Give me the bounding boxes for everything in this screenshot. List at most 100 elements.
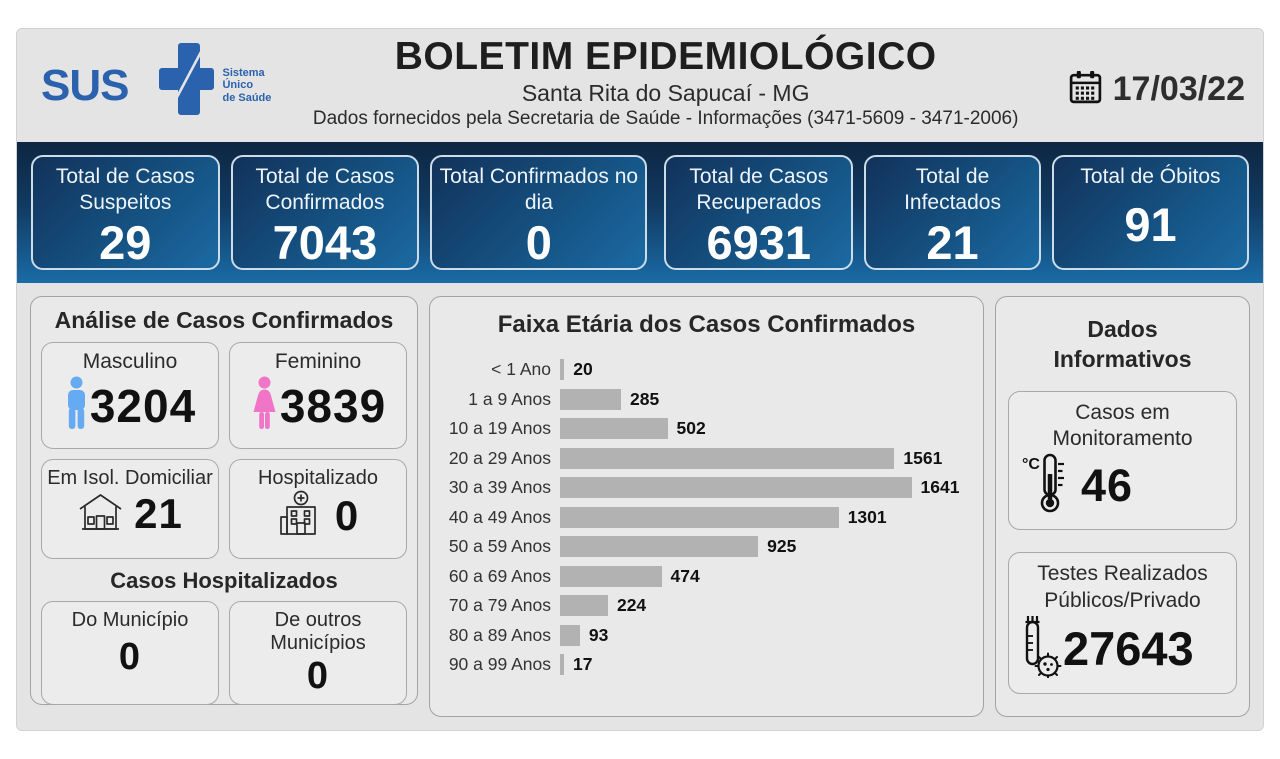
house-icon <box>77 492 124 537</box>
female-value: 3839 <box>279 379 387 432</box>
chart-row-value: 285 <box>630 388 660 409</box>
hospitalized-card: Hospitalizado <box>229 459 407 559</box>
chart-track: 1301 <box>560 506 967 528</box>
monitoring-card: Casos em Monitoramento °C <box>1008 390 1237 531</box>
stat-value: 91 <box>1124 198 1177 252</box>
chart-row: 40 a 49 Anos 1301 <box>446 503 967 533</box>
chart-bar <box>560 388 622 410</box>
stats-bar: Total de Casos Suspeitos 29 Total de Casos… <box>17 142 1263 283</box>
chart-row: 70 a 79 Anos 224 <box>446 591 967 621</box>
male-person-icon <box>64 376 89 435</box>
chart-track: 502 <box>560 418 967 440</box>
stat-value: 6931 <box>706 216 812 270</box>
stat-label: Total de Casos Suspeitos <box>55 165 195 214</box>
stat-label: Total de Casos Recuperados <box>689 165 829 214</box>
hospitalized-value: 0 <box>334 491 360 539</box>
chart-row-value: 925 <box>767 536 797 557</box>
content: Análise de Casos Confirmados Masculino <box>17 283 1263 730</box>
chart-row-label: 20 a 29 Anos <box>448 447 551 468</box>
chart-row-value: 502 <box>676 418 706 439</box>
chart-row-label: 40 a 49 Anos <box>448 506 551 527</box>
chart-row-value: 93 <box>588 624 609 645</box>
sus-cross-icon <box>136 40 215 131</box>
chart-track: 1561 <box>560 447 967 469</box>
page-info: Dados fornecidos pela Secretaria de Saúd… <box>312 107 1019 129</box>
chart-row-value: 1641 <box>920 477 960 498</box>
chart-bar <box>560 654 564 676</box>
chart-track: 925 <box>560 536 967 558</box>
chart-track: 224 <box>560 595 967 617</box>
svg-text:°C: °C <box>1022 456 1040 473</box>
stat-label: Total de Óbitos <box>1080 165 1221 188</box>
tests-label: Testes Realizados Públicos/Privado <box>1037 562 1208 612</box>
stat-label: Total de Infectados <box>904 165 1001 214</box>
other-municipalities-card: De outros Municípios 0 <box>229 601 407 705</box>
other-municipalities-value: 0 <box>306 655 330 697</box>
chart-row-value: 1561 <box>903 447 943 468</box>
date-block: 17/03/22 <box>1018 65 1245 114</box>
hospitalized-section-title: Casos Hospitalizados <box>110 568 338 593</box>
chart-track: 93 <box>560 624 967 646</box>
chart-row: 60 a 69 Anos 474 <box>446 562 967 592</box>
stat-card: Total de Infectados 21 <box>864 155 1041 270</box>
stat-card: Total de Casos Confirmados 7043 <box>230 155 420 270</box>
chart-rows: < 1 Ano 20 1 a 9 Anos 285 10 a 19 Anos 502 20 … <box>446 355 967 680</box>
stat-value: 0 <box>525 216 552 270</box>
stat-value: 21 <box>926 216 979 270</box>
chart-row-label: 90 a 99 Anos <box>448 654 551 675</box>
isolation-value: 21 <box>134 490 183 537</box>
title-block: BOLETIM EPIDEMIOLÓGICO Santa Rita do Sap… <box>313 29 1019 142</box>
chart-row: < 1 Ano 20 <box>446 355 967 385</box>
tests-card: Testes Realizados Públicos/Privado <box>1008 552 1237 694</box>
chart-track: 17 <box>560 654 967 676</box>
chart-track: 285 <box>560 388 967 410</box>
chart-row: 50 a 59 Anos 925 <box>446 532 967 562</box>
chart-bar <box>560 359 565 381</box>
sus-logo: SUS Sistema Único de Saúde <box>41 29 313 142</box>
municipality-card: Do Município 0 <box>41 601 219 705</box>
header: SUS Sistema Único de Saúde BOLETIM EPIDE… <box>17 29 1263 142</box>
chart-bar <box>560 565 662 587</box>
chart-row-label: 1 a 9 Anos <box>468 388 551 409</box>
chart-panel: Faixa Etária dos Casos Confirmados < 1 A… <box>429 296 984 717</box>
chart-row-label: 70 a 79 Anos <box>448 595 551 616</box>
calendar-icon <box>1067 69 1104 111</box>
stat-card: Total Confirmados no dia 0 <box>430 155 648 270</box>
chart-row-value: 224 <box>616 595 647 616</box>
hospitalized-label: Hospitalizado <box>257 467 379 489</box>
female-person-icon <box>250 376 279 435</box>
chart-bar <box>560 418 668 440</box>
stat-card: Total de Óbitos 91 <box>1051 155 1249 270</box>
chart-row-label: 60 a 69 Anos <box>448 565 551 586</box>
sus-logo-subtext: Sistema Único de Saúde <box>222 66 272 104</box>
chart-row: 1 a 9 Anos 285 <box>446 385 967 415</box>
chart-track: 474 <box>560 565 967 587</box>
chart-row-value: 20 <box>573 359 593 380</box>
chart-row-label: 80 a 89 Anos <box>448 624 551 645</box>
chart-row: 30 a 39 Anos 1641 <box>446 473 967 503</box>
info-panel: Dados Informativos Casos em Monitorament… <box>995 296 1250 717</box>
chart-row-label: 30 a 39 Anos <box>448 477 551 498</box>
stat-value: 7043 <box>272 216 378 270</box>
female-label: Feminino <box>274 350 362 373</box>
chart-title: Faixa Etária dos Casos Confirmados <box>497 311 916 338</box>
chart-row: 20 a 29 Anos 1561 <box>446 444 967 474</box>
chart-bar <box>560 447 895 469</box>
chart-row: 10 a 19 Anos 502 <box>446 414 967 444</box>
chart-bar <box>560 536 759 558</box>
hospital-icon <box>277 490 321 541</box>
chart-row-value: 17 <box>573 654 593 675</box>
stat-card: Total de Casos Suspeitos 29 <box>31 155 220 270</box>
male-label: Masculino <box>82 350 178 373</box>
municipality-label: Do Município <box>71 609 189 631</box>
thermometer-icon: °C <box>1021 452 1073 519</box>
page-title: BOLETIM EPIDEMIOLÓGICO <box>394 35 937 78</box>
chart-track: 1641 <box>560 477 967 499</box>
municipality-value: 0 <box>118 636 142 678</box>
chart-row-value: 474 <box>670 565 700 586</box>
chart-track: 20 <box>560 359 967 381</box>
chart-row-label: 10 a 19 Anos <box>448 418 551 439</box>
male-card: Masculino 3204 <box>41 342 219 449</box>
info-title: Dados Informativos <box>1053 316 1192 372</box>
chart-row: 80 a 89 Anos 93 <box>446 621 967 651</box>
